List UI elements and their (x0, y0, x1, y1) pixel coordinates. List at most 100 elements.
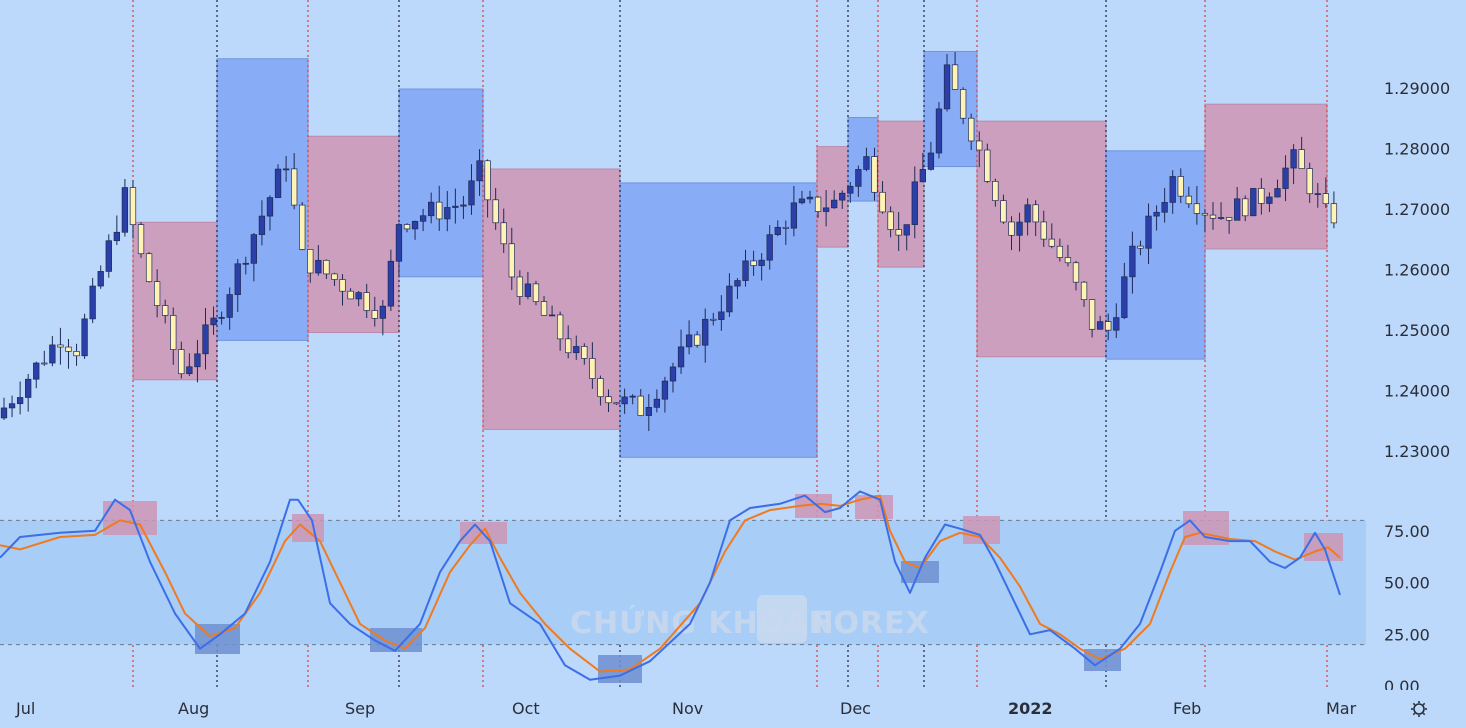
candle (1137, 240, 1144, 256)
candle (831, 190, 838, 209)
candle (959, 87, 967, 125)
price-tick-label: 1.23000 (1384, 442, 1450, 461)
time-tick-label: Jul (15, 699, 35, 718)
candle (153, 269, 161, 318)
candle (750, 250, 757, 276)
time-axis-panel (0, 690, 1466, 728)
candle (186, 353, 193, 377)
time-tick-label: Nov (672, 699, 703, 718)
candle (556, 311, 564, 351)
price-zone-pink (132, 221, 218, 381)
candle (1072, 260, 1080, 291)
candle (935, 102, 943, 159)
candle (16, 381, 24, 415)
candle (363, 283, 370, 319)
gear-icon[interactable] (1411, 701, 1427, 717)
candle (460, 195, 467, 219)
candle (1129, 231, 1136, 294)
candle (428, 192, 435, 224)
price-tick-label: 1.24000 (1384, 382, 1450, 401)
candle (371, 296, 378, 327)
candle (734, 278, 741, 299)
candle (645, 394, 652, 432)
price-axis-panel (1366, 0, 1466, 690)
candle (524, 271, 532, 300)
candle (943, 54, 951, 112)
candle (444, 191, 451, 232)
candle (1064, 244, 1072, 267)
candle (41, 350, 48, 366)
candle (1056, 238, 1064, 262)
watermark-text-right: FOREX (812, 606, 930, 641)
candle (782, 220, 789, 245)
candle (1097, 315, 1104, 330)
time-tick-label: Feb (1173, 699, 1201, 718)
candle (758, 253, 765, 281)
oscillator-slow-line (0, 494, 1341, 673)
candle (1322, 177, 1329, 208)
candle (508, 227, 515, 291)
candle (202, 307, 209, 370)
candle (25, 374, 32, 412)
price-tick-label: 1.29000 (1384, 79, 1450, 98)
candle (621, 388, 628, 414)
candle (718, 295, 725, 331)
candle (968, 113, 975, 150)
candle (629, 394, 636, 405)
oscillator-signal-box (103, 501, 157, 535)
candle (500, 208, 507, 253)
candle (798, 190, 806, 205)
candle (1008, 216, 1015, 251)
candle (548, 305, 556, 317)
candle (1250, 188, 1257, 217)
candle (395, 223, 403, 278)
candle (661, 376, 669, 413)
candle (992, 178, 999, 207)
time-tick-label: Sep (345, 699, 375, 718)
candle (331, 272, 338, 286)
candle (65, 338, 72, 369)
candle (863, 147, 870, 172)
candle (291, 153, 298, 210)
candle (677, 329, 685, 374)
candle (1161, 187, 1168, 223)
candle (97, 265, 104, 289)
candle (315, 244, 322, 276)
candle (1032, 200, 1039, 237)
candle (210, 306, 217, 335)
candle (1040, 210, 1047, 247)
candle (669, 362, 677, 393)
candle (57, 327, 64, 365)
candle (516, 270, 523, 306)
candle (226, 287, 233, 330)
price-tick-label: 1.27000 (1384, 200, 1450, 219)
candle (774, 220, 781, 237)
candle (790, 186, 798, 237)
candle (1282, 155, 1289, 202)
candle (129, 180, 137, 239)
candle (121, 178, 129, 237)
candle (1258, 178, 1265, 215)
candle (540, 295, 548, 316)
candle (81, 313, 88, 359)
candle (911, 166, 918, 239)
candle (951, 51, 959, 90)
price-zone-pink (307, 135, 400, 334)
candle (1153, 205, 1160, 231)
candle (8, 395, 16, 418)
candle (685, 320, 693, 355)
candle (339, 274, 346, 306)
candle (1048, 223, 1055, 249)
candle (1185, 186, 1192, 209)
candle (847, 181, 854, 203)
time-tick-label: Aug (178, 699, 209, 718)
candle (242, 256, 249, 275)
candle (419, 208, 427, 232)
candle (605, 389, 612, 413)
candle (822, 190, 830, 227)
candle (1105, 313, 1112, 341)
candle (1080, 280, 1088, 307)
price-zone-blue (1105, 150, 1206, 360)
candle (653, 389, 661, 413)
